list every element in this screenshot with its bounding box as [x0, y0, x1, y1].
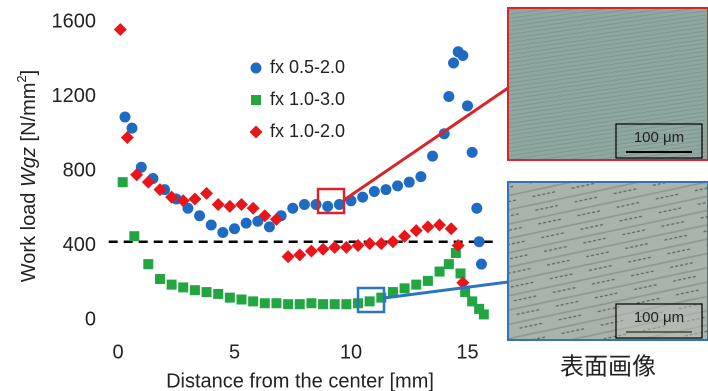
point: [287, 203, 298, 214]
point: [120, 111, 131, 122]
x-tick-label: 15: [456, 341, 478, 363]
point: [330, 299, 340, 309]
point: [476, 259, 487, 270]
point: [206, 220, 217, 231]
point: [200, 187, 213, 200]
legend-item: fx 0.5-2.0: [251, 57, 346, 77]
y-tick-label: 1600: [52, 10, 97, 32]
point: [247, 202, 260, 215]
point: [306, 298, 316, 308]
point: [118, 177, 128, 187]
legend-label: fx 1.0-2.0: [270, 121, 345, 141]
point: [404, 177, 415, 188]
point: [421, 220, 434, 233]
point: [283, 299, 293, 309]
point: [241, 218, 252, 229]
point: [415, 171, 426, 182]
point: [299, 199, 310, 210]
point: [235, 198, 248, 211]
y-tick-label: 0: [85, 308, 96, 330]
point: [411, 280, 421, 290]
point: [456, 268, 466, 278]
point: [129, 231, 139, 241]
point: [462, 100, 473, 111]
legend-item: fx 1.0-3.0: [251, 89, 345, 109]
x-tick-label: 10: [340, 341, 362, 363]
point: [194, 210, 205, 221]
point: [317, 243, 330, 256]
point: [167, 280, 177, 290]
point: [223, 200, 236, 213]
point: [457, 50, 468, 61]
point: [357, 192, 368, 203]
legend-marker: [250, 126, 263, 139]
y-tick-label: 1200: [52, 85, 97, 107]
point: [433, 219, 446, 232]
point: [471, 203, 482, 214]
point: [444, 259, 454, 269]
point: [295, 299, 305, 309]
x-tick-label: 5: [229, 341, 240, 363]
point: [212, 198, 225, 211]
point: [114, 23, 127, 36]
point: [410, 224, 423, 237]
point: [322, 201, 333, 212]
point: [386, 235, 399, 248]
point: [427, 151, 438, 162]
point: [443, 91, 454, 102]
point: [448, 57, 459, 68]
y-tick-label: 800: [63, 159, 96, 181]
x-axis-title: Distance from the center [mm]: [166, 370, 434, 391]
inset-top: 100 μm: [508, 8, 708, 160]
legend-item: fx 1.0-2.0: [250, 121, 346, 141]
legend-label: fx 1.0-3.0: [270, 89, 345, 109]
point: [392, 180, 403, 191]
inset-bottom: 100 μm: [508, 182, 708, 340]
point: [143, 259, 153, 269]
point: [155, 274, 165, 284]
point: [479, 309, 489, 319]
point: [282, 250, 295, 263]
highlights: [318, 88, 508, 312]
inset-caption: 表面画像: [560, 353, 656, 380]
point: [293, 248, 306, 261]
point: [225, 293, 235, 303]
y-axis-title: Work load Wgz [N/mm2]: [14, 70, 40, 282]
point: [380, 184, 391, 195]
point: [229, 223, 240, 234]
point: [467, 147, 478, 158]
figure: 100 μm 100 μm 表面画像 Work load Wgz [N/mm2]…: [0, 0, 708, 391]
point: [305, 245, 318, 258]
x-tick-label: 0: [112, 341, 123, 363]
point: [311, 199, 322, 210]
point: [423, 276, 433, 286]
point: [217, 227, 228, 238]
point: [375, 237, 388, 250]
scale-label: 100 μm: [634, 309, 684, 326]
point: [271, 298, 281, 308]
legend-marker: [251, 63, 262, 74]
point: [213, 289, 223, 299]
point: [400, 283, 410, 293]
point: [237, 295, 247, 305]
point: [435, 267, 445, 277]
point: [190, 285, 200, 295]
point: [260, 298, 270, 308]
legend-marker: [251, 95, 261, 105]
point: [474, 236, 485, 247]
point: [248, 296, 258, 306]
scale-label: 100 μm: [634, 129, 684, 146]
legend-label: fx 0.5-2.0: [270, 57, 345, 77]
point: [318, 299, 328, 309]
point: [363, 237, 376, 250]
point: [202, 287, 212, 297]
point: [369, 186, 380, 197]
y-tick-label: 400: [63, 234, 96, 256]
point: [341, 299, 351, 309]
point: [178, 282, 188, 292]
point: [365, 296, 375, 306]
point: [264, 221, 275, 232]
point: [445, 222, 458, 235]
